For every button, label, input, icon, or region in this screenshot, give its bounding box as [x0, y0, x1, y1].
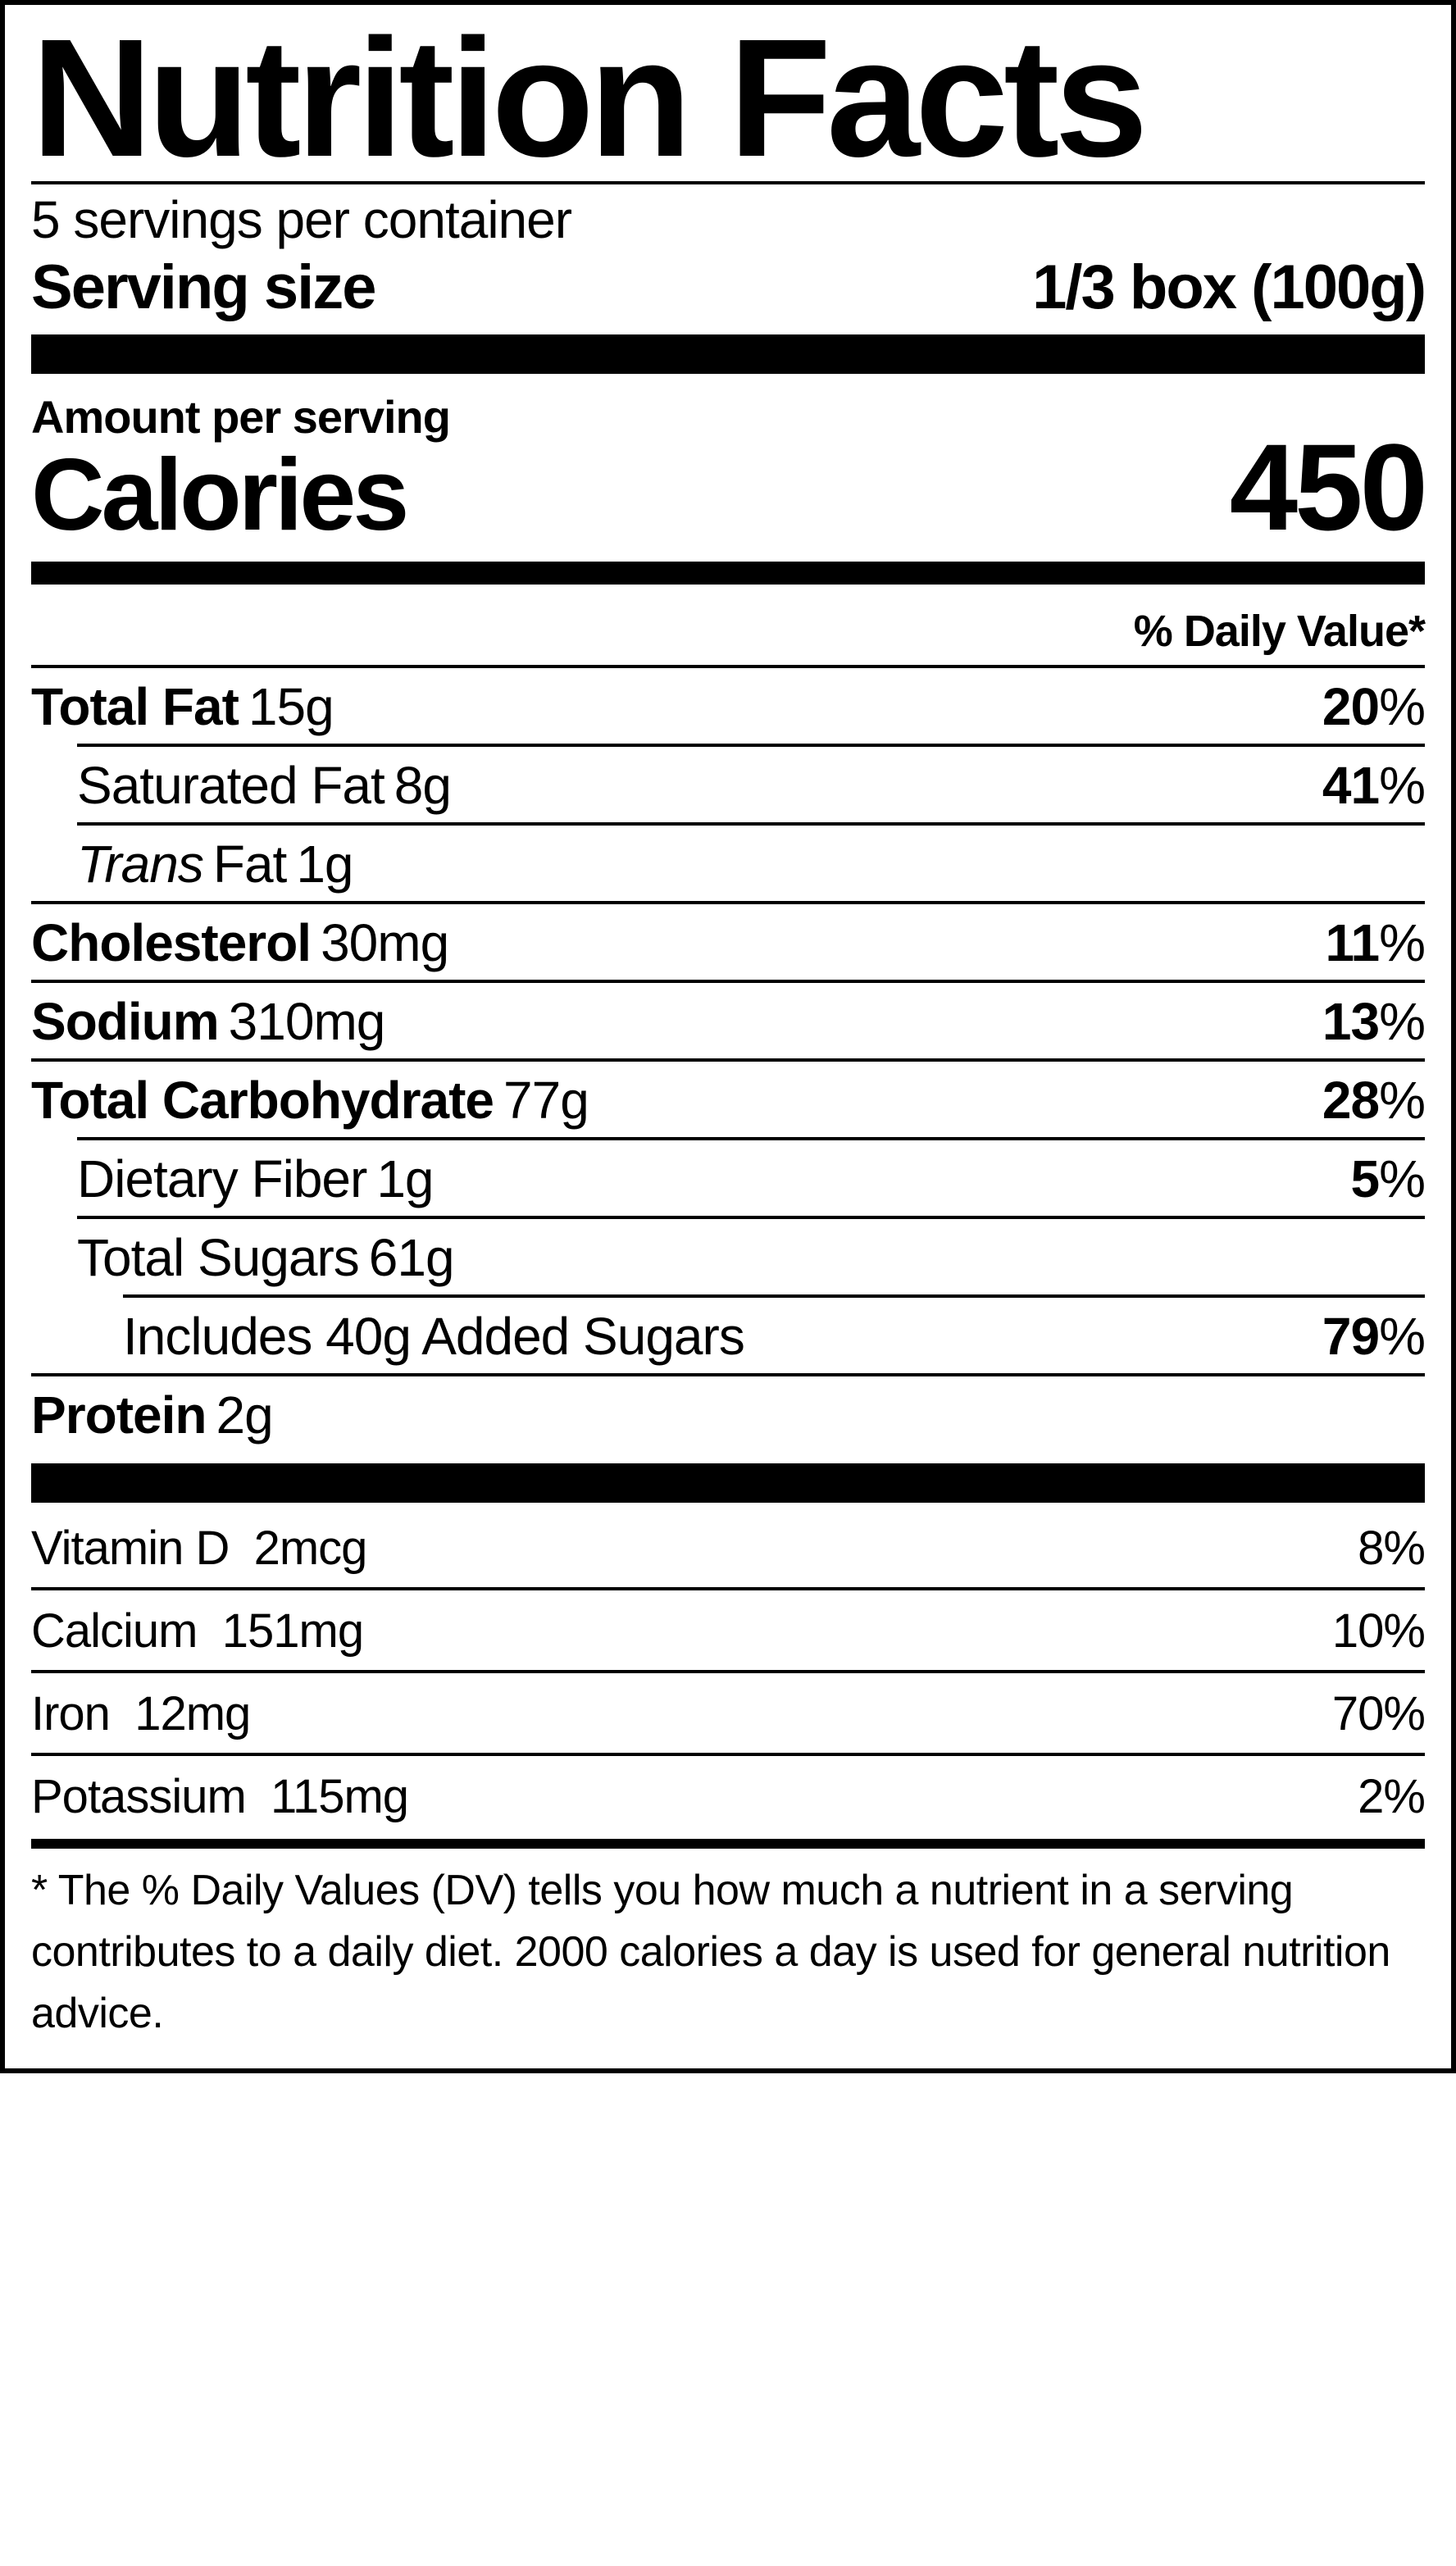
- fiber-dv: 5%: [1351, 1149, 1426, 1209]
- cholesterol-amount: 30mg: [321, 912, 448, 973]
- saturated-fat-amount: 8g: [394, 755, 451, 816]
- calories-value: 450: [1230, 432, 1425, 543]
- total-carb-amount: 77g: [503, 1070, 589, 1131]
- saturated-fat-name: Saturated Fat: [77, 755, 384, 816]
- total-fat-amount: 15g: [248, 676, 334, 737]
- trans-fat-amount: 1g: [296, 834, 353, 894]
- fiber-amount: 1g: [376, 1149, 433, 1209]
- trans-fat-suffix: Fat: [213, 834, 286, 894]
- total-sugars-name: Total Sugars: [77, 1227, 359, 1288]
- row-total-sugars: Total Sugars 61g: [77, 1216, 1425, 1294]
- servings-per-container: 5 servings per container: [31, 189, 1425, 250]
- total-carb-dv: 28%: [1322, 1070, 1425, 1131]
- rule-end-vitamins: [31, 1839, 1425, 1849]
- row-total-fat: Total Fat 15g 20%: [31, 665, 1425, 744]
- protein-amount: 2g: [216, 1385, 272, 1445]
- sodium-dv: 13%: [1322, 991, 1425, 1052]
- serving-size-value: 1/3 box (100g): [1032, 252, 1425, 323]
- calcium-dv: 10%: [1332, 1604, 1425, 1658]
- fiber-name: Dietary Fiber: [77, 1149, 366, 1209]
- cholesterol-name: Cholesterol: [31, 912, 311, 973]
- row-vitamin-d: Vitamin D 2mcg 8%: [31, 1503, 1425, 1587]
- total-fat-dv: 20%: [1322, 676, 1425, 737]
- row-total-carb: Total Carbohydrate 77g 28%: [31, 1058, 1425, 1137]
- row-trans-fat: Trans Fat 1g: [77, 822, 1425, 901]
- serving-size-row: Serving size 1/3 box (100g): [31, 252, 1425, 323]
- potassium-left: Potassium 115mg: [31, 1769, 408, 1824]
- serving-size-label: Serving size: [31, 252, 375, 323]
- row-calcium: Calcium 151mg 10%: [31, 1587, 1425, 1670]
- label-title: Nutrition Facts: [31, 21, 1425, 176]
- row-added-sugars: Includes 40g Added Sugars 79%: [123, 1294, 1425, 1373]
- total-fat-name: Total Fat: [31, 676, 239, 737]
- saturated-fat-dv: 41%: [1322, 755, 1425, 816]
- potassium-dv: 2%: [1358, 1769, 1425, 1824]
- sodium-amount: 310mg: [229, 991, 385, 1052]
- footnote: * The % Daily Values (DV) tells you how …: [31, 1860, 1425, 2045]
- sodium-name: Sodium: [31, 991, 219, 1052]
- protein-name: Protein: [31, 1385, 206, 1445]
- row-saturated-fat: Saturated Fat 8g 41%: [77, 744, 1425, 822]
- total-carb-name: Total Carbohydrate: [31, 1070, 494, 1131]
- row-cholesterol: Cholesterol 30mg 11%: [31, 901, 1425, 980]
- iron-left: Iron 12mg: [31, 1686, 250, 1741]
- iron-dv: 70%: [1332, 1686, 1425, 1741]
- row-protein: Protein 2g: [31, 1373, 1425, 1452]
- vitamin-d-dv: 8%: [1358, 1521, 1425, 1576]
- trans-fat-prefix: Trans: [77, 834, 203, 894]
- medium-bar: [31, 562, 1425, 585]
- calcium-left: Calcium 151mg: [31, 1604, 363, 1658]
- row-iron: Iron 12mg 70%: [31, 1670, 1425, 1753]
- calories-label: Calories: [31, 437, 406, 553]
- thick-bar: [31, 334, 1425, 374]
- thick-bar-2: [31, 1463, 1425, 1503]
- calories-row: Calories 450: [31, 432, 1425, 553]
- row-sodium: Sodium 310mg 13%: [31, 980, 1425, 1058]
- added-sugars-text: Includes 40g Added Sugars: [123, 1306, 744, 1367]
- nutrition-facts-label: Nutrition Facts 5 servings per container…: [0, 0, 1456, 2073]
- total-sugars-amount: 61g: [369, 1227, 454, 1288]
- row-potassium: Potassium 115mg 2%: [31, 1753, 1425, 1839]
- daily-value-header: % Daily Value*: [31, 606, 1425, 657]
- added-sugars-dv: 79%: [1322, 1306, 1425, 1367]
- row-fiber: Dietary Fiber 1g 5%: [77, 1137, 1425, 1216]
- vitamin-d-left: Vitamin D 2mcg: [31, 1521, 366, 1576]
- cholesterol-dv: 11%: [1325, 912, 1425, 973]
